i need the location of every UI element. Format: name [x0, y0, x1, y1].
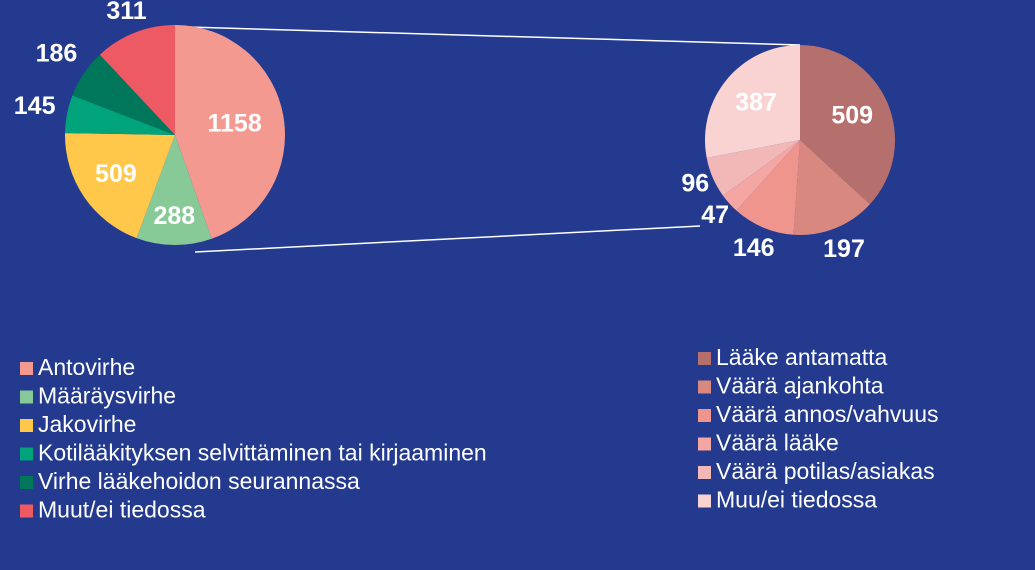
legend-swatch [20, 504, 33, 518]
pie-slice [705, 45, 800, 158]
legend-swatch [20, 419, 33, 432]
data-label: 96 [681, 170, 709, 198]
legend-swatch [698, 352, 711, 365]
legend-label: Kotilääkityksen selvittäminen tai kirjaa… [38, 440, 487, 466]
legend-label: Muu/ei tiedossa [716, 487, 877, 513]
data-label: 509 [831, 102, 873, 130]
data-label: 311 [106, 0, 146, 25]
legend-label: Antovirhe [38, 354, 135, 380]
data-label: 387 [735, 88, 777, 116]
legend-label: Jakovirhe [38, 411, 136, 437]
legend-label: Muut/ei tiedossa [38, 497, 206, 523]
legend-swatch [698, 466, 711, 479]
legend-label: Väärä potilas/asiakas [716, 458, 935, 484]
legend-swatch [20, 362, 33, 375]
legend-swatch [20, 447, 33, 461]
data-label: 47 [701, 201, 729, 229]
data-label: 1158 [208, 109, 262, 137]
pie-slice [793, 140, 870, 235]
pie-slice [736, 140, 800, 235]
legend-swatch [698, 437, 711, 451]
legend-label: Virhe lääkehoidon seurannassa [38, 468, 360, 494]
legend-swatch [20, 476, 33, 489]
legend-label: Määräysvirhe [38, 383, 176, 409]
data-label: 288 [153, 202, 195, 230]
pie-slice [722, 140, 800, 211]
pie-slice [99, 25, 175, 135]
legend-label: Väärä lääke [716, 430, 839, 456]
legend-label: Väärä annos/vahvuus [716, 401, 939, 427]
connector [187, 26, 801, 46]
legend-swatch [698, 380, 711, 394]
pie-slice [65, 95, 175, 135]
data-label: 509 [95, 160, 137, 188]
pie-slice [706, 140, 800, 196]
pie-slice [800, 45, 896, 205]
pie-slice [65, 133, 175, 239]
data-label: 186 [36, 40, 78, 68]
connector [194, 225, 701, 253]
legend-label: Lääke antamatta [716, 344, 888, 370]
pie-slice [136, 135, 212, 245]
legend-swatch [698, 494, 711, 508]
pie-slice [175, 25, 285, 239]
data-label: 146 [733, 234, 775, 262]
pie-slice [72, 54, 175, 135]
data-label: 145 [14, 92, 56, 120]
data-label: 197 [823, 235, 865, 263]
legend-label: Väärä ajankohta [716, 373, 884, 399]
legend-swatch [698, 409, 711, 422]
legend-swatch [20, 390, 33, 404]
